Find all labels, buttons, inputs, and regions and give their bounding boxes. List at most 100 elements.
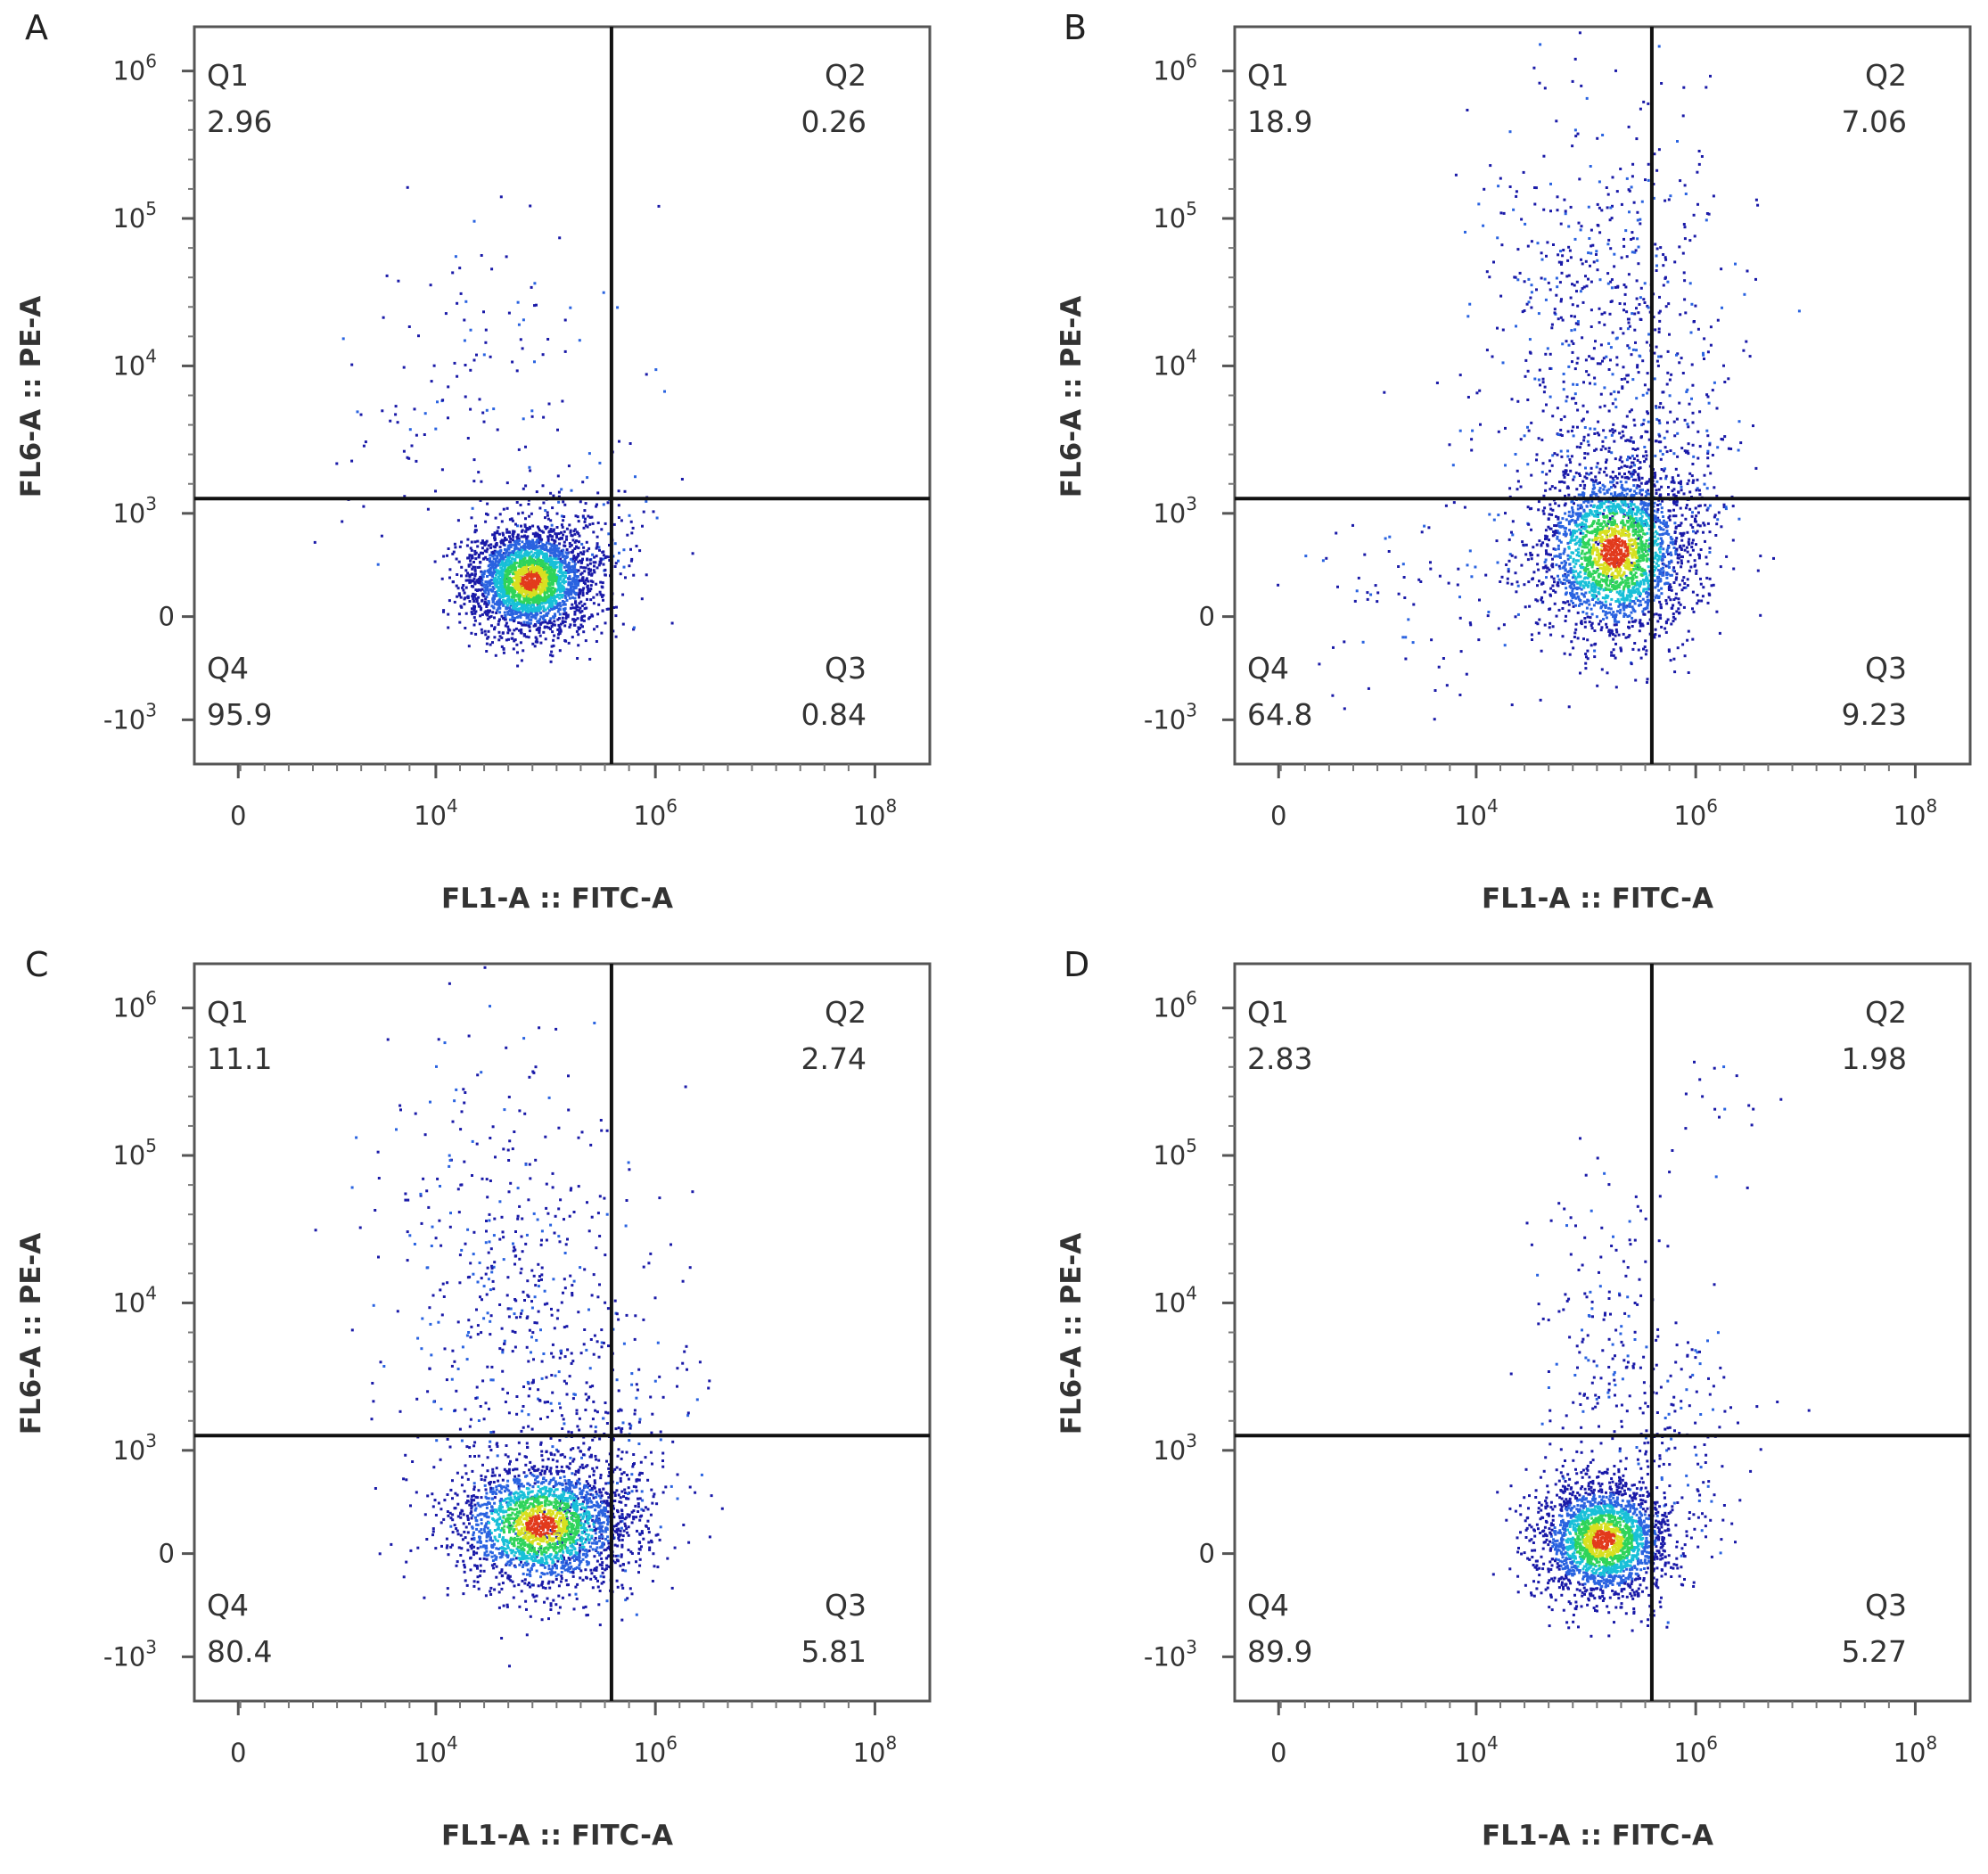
- scatter-point: [586, 592, 589, 595]
- scatter-point: [1676, 455, 1680, 458]
- scatter-point: [1631, 231, 1634, 234]
- scatter-point: [530, 578, 533, 581]
- scatter-point: [1664, 199, 1667, 202]
- scatter-point: [1402, 576, 1406, 579]
- scatter-point: [463, 591, 466, 595]
- scatter-point: [1623, 545, 1627, 548]
- scatter-point: [596, 625, 599, 629]
- scatter-point: [566, 613, 570, 617]
- scatter-point: [477, 588, 481, 591]
- scatter-point: [543, 579, 546, 583]
- scatter-point: [533, 282, 537, 285]
- scatter-point: [1622, 244, 1626, 248]
- scatter-point: [500, 566, 504, 570]
- scatter-point: [563, 600, 566, 604]
- scatter-point: [520, 524, 522, 528]
- scatter-point: [1573, 328, 1577, 332]
- scatter-point: [1530, 284, 1533, 287]
- scatter-point: [1489, 164, 1492, 168]
- scatter-point: [1412, 603, 1416, 606]
- scatter-point: [1546, 347, 1549, 350]
- scatter-point: [545, 584, 548, 588]
- scatter-point: [548, 589, 552, 593]
- scatter-point: [1700, 599, 1704, 603]
- scatter-point: [544, 608, 547, 612]
- scatter-point: [553, 563, 556, 566]
- scatter-point: [1716, 518, 1720, 522]
- scatter-point: [1647, 162, 1650, 166]
- scatter-point: [629, 547, 632, 551]
- scatter-point: [485, 408, 489, 412]
- scatter-point: [513, 530, 516, 533]
- scatter-point: [359, 413, 363, 416]
- scatter-point: [1614, 285, 1617, 289]
- scatter-point: [426, 507, 430, 511]
- scatter-point: [1604, 447, 1607, 450]
- scatter-point: [556, 637, 560, 640]
- scatter-point: [1559, 428, 1563, 432]
- scatter-point: [1573, 237, 1577, 241]
- scatter-point: [513, 607, 517, 611]
- scatter-point: [1624, 613, 1628, 617]
- scatter-point: [1594, 475, 1598, 479]
- scatter-point: [502, 647, 505, 650]
- scatter-point: [1466, 563, 1469, 567]
- scatter-point: [1564, 494, 1566, 497]
- scatter-point: [519, 558, 522, 562]
- scatter-point: [506, 556, 510, 560]
- scatter-point: [504, 618, 507, 621]
- scatter-point: [1627, 528, 1631, 531]
- scatter-point: [1484, 573, 1488, 577]
- scatter-point: [1628, 346, 1631, 349]
- scatter-point: [1654, 514, 1657, 518]
- scatter-point: [1512, 208, 1516, 211]
- scatter-point: [516, 553, 520, 556]
- scatter-point: [1598, 180, 1601, 184]
- scatter-point: [1576, 304, 1580, 308]
- scatter-point: [1564, 572, 1567, 576]
- scatter-point: [505, 562, 508, 565]
- scatter-point: [524, 592, 528, 596]
- scatter-point: [474, 588, 478, 592]
- scatter-point: [1657, 595, 1661, 598]
- scatter-point: [1553, 308, 1557, 311]
- scatter-point: [500, 520, 504, 523]
- scatter-point: [1621, 430, 1624, 433]
- scatter-point: [517, 588, 521, 591]
- scatter-point: [563, 557, 567, 561]
- scatter-point: [1541, 541, 1545, 545]
- scatter-point: [1576, 357, 1580, 360]
- q1-value: 2.96: [207, 104, 272, 139]
- scatter-point: [621, 593, 625, 596]
- scatter-point: [543, 584, 546, 588]
- scatter-point: [1597, 543, 1600, 546]
- scatter-point: [1598, 321, 1601, 325]
- scatter-point: [1690, 397, 1693, 400]
- scatter-point: [1613, 530, 1616, 534]
- scatter-point: [494, 560, 497, 563]
- scatter-point: [522, 649, 525, 653]
- scatter-point: [1639, 218, 1642, 221]
- scatter-point: [1679, 313, 1682, 316]
- scatter-point: [1595, 583, 1598, 586]
- scatter-point: [1636, 447, 1639, 450]
- scatter-point: [513, 602, 516, 605]
- scatter-point: [516, 601, 520, 604]
- scatter-point: [1628, 621, 1631, 624]
- scatter-point: [518, 551, 522, 555]
- scatter-point: [466, 579, 470, 582]
- scatter-point: [1514, 615, 1517, 619]
- scatter-point: [458, 545, 462, 548]
- scatter-point: [1593, 427, 1597, 431]
- scatter-point: [540, 579, 544, 583]
- scatter-point: [598, 590, 602, 594]
- scatter-point: [561, 552, 563, 555]
- scatter-point: [453, 600, 456, 604]
- scatter-point: [1598, 231, 1602, 234]
- scatter-point: [1599, 536, 1603, 539]
- scatter-point: [584, 502, 587, 505]
- scatter-point: [617, 516, 620, 519]
- scatter-point: [1488, 513, 1491, 516]
- scatter-point: [1631, 473, 1635, 476]
- scatter-point: [1631, 600, 1634, 603]
